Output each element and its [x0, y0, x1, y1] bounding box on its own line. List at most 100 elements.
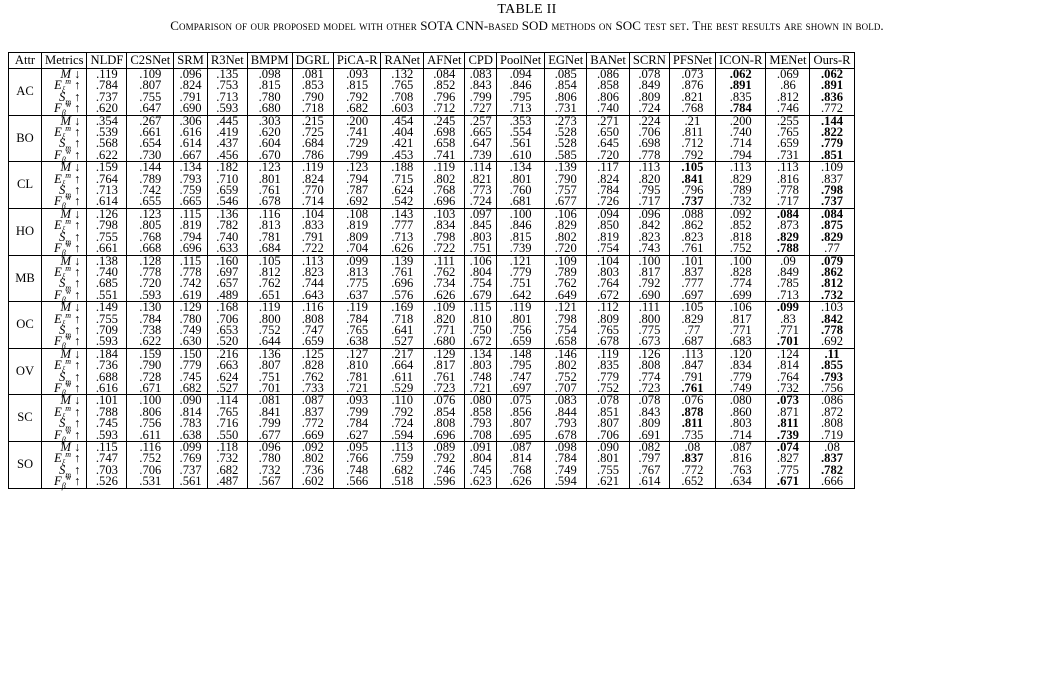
value-cell: .119.800.752.644 [246, 301, 293, 349]
value-cell: .271.650.645.720 [586, 114, 630, 163]
table-value: .812 [776, 89, 799, 104]
attribute-group-row: OC M ↓ Eξm ↑ Sm ↑ Fβw ↑ .149.755.709.593.130.… [8, 301, 855, 350]
table-value: .634 [729, 474, 752, 489]
value-cell: .096.842.823.743 [628, 207, 670, 256]
table-value: .756 [139, 416, 162, 431]
table-value: .200 [346, 113, 369, 128]
table-value: .076 [681, 393, 704, 408]
table-value: .808 [638, 358, 661, 373]
table-value: .827 [776, 451, 799, 466]
table-value: .127 [346, 346, 369, 361]
table-value: .11 [824, 346, 840, 361]
table-value: .712 [681, 136, 704, 151]
value-cell: .083.844.793.678 [544, 393, 588, 442]
table-value: .718 [301, 101, 324, 116]
table-value: .816 [729, 451, 752, 466]
table-value: .873 [776, 218, 799, 233]
table-value: .659 [216, 183, 239, 198]
table-value: .811 [681, 125, 704, 140]
table-value: .699 [729, 287, 752, 302]
table-value: .789 [139, 171, 162, 186]
table-value: .090 [179, 393, 202, 408]
attribute-cell: OV [8, 347, 42, 396]
value-cell: .101.788.745.593 [86, 394, 128, 442]
table-value: .805 [139, 218, 162, 233]
table-value: .708 [469, 427, 492, 442]
metric-label: Fβw ↑ [54, 239, 81, 258]
table-value: .802 [554, 229, 577, 244]
table-value: .737 [821, 194, 844, 209]
value-cell: .168.706.653.520 [206, 301, 248, 349]
table-value: .784 [729, 101, 752, 116]
table-value: .093 [346, 67, 369, 81]
table-value: .856 [509, 404, 532, 419]
table-value: .761 [258, 183, 281, 198]
table-value: .814 [509, 451, 532, 466]
table-value: .109 [139, 67, 162, 81]
value-cell: .129.780.749.630 [173, 301, 208, 349]
table-value: .075 [509, 393, 532, 408]
attribute-cell: SC [8, 394, 42, 442]
table-value: .224 [638, 113, 661, 128]
table-value: .847 [681, 358, 704, 373]
table-value: .806 [139, 404, 162, 419]
metric-label: M ↓ [60, 253, 81, 268]
table-value: .659 [776, 136, 799, 151]
table-value: .076 [433, 393, 456, 408]
value-cell: .114.765.716.550 [206, 393, 248, 442]
table-value: .829 [729, 171, 752, 186]
table-value: .086 [597, 67, 620, 81]
table-value: .762 [554, 276, 577, 291]
table-value: .757 [554, 183, 577, 198]
column-header: PoolNet [495, 52, 546, 69]
table-value: .808 [433, 416, 456, 431]
table-value: .837 [821, 171, 844, 186]
table-value: .761 [681, 241, 704, 256]
column-header: Metrics [40, 52, 88, 69]
value-cell: .119.784.737.620 [86, 67, 128, 116]
value-cell: .084.852.796.712 [423, 67, 466, 116]
table-value: .816 [776, 171, 799, 186]
table-value: .083 [469, 67, 492, 81]
table-value: .21 [684, 113, 701, 128]
table-value: .789 [554, 264, 577, 279]
table-value: .188 [391, 160, 414, 175]
table-value: .731 [554, 101, 577, 116]
value-cell: .084.875.829.77 [809, 207, 855, 256]
table-value: .650 [597, 125, 620, 140]
table-value: .062 [821, 67, 844, 81]
table-value: .096 [258, 440, 281, 454]
table-value: .714 [729, 136, 752, 151]
table-value: .761 [391, 264, 414, 279]
table-value: .722 [433, 241, 456, 256]
table-value: .817 [433, 358, 456, 373]
table-value: .837 [301, 404, 324, 419]
column-header: Ours-R [809, 52, 855, 69]
table-value: .677 [258, 427, 281, 442]
table-value: .638 [346, 334, 369, 349]
attribute-cell: SO [8, 441, 42, 489]
metric-label: Fβw ↑ [54, 193, 81, 211]
table-value: .834 [729, 358, 752, 373]
value-cell: .119.802.768.696 [423, 161, 466, 209]
table-value: .083 [554, 393, 577, 408]
table-value: .752 [597, 380, 620, 395]
table-value: .842 [638, 218, 661, 233]
table-value: .633 [216, 241, 239, 256]
table-value: .114 [216, 393, 239, 408]
value-cell: .454.404.421.453 [380, 114, 425, 163]
value-cell: .353.554.561.610 [495, 114, 546, 163]
table-value: .306 [179, 113, 202, 128]
value-cell: .105.812.762.651 [246, 254, 293, 303]
table-value: .09 [780, 253, 796, 268]
table-value: .616 [179, 125, 202, 140]
table-value: .678 [258, 194, 281, 209]
table-value: .800 [258, 311, 281, 326]
metric-label: Sm ↑ [58, 229, 81, 247]
table-value: .841 [681, 171, 704, 186]
table-value: .749 [729, 380, 752, 395]
value-cell: .11.855.793.756 [809, 346, 855, 396]
table-value: .113 [391, 440, 414, 454]
value-cell: .075.856.807.695 [495, 393, 546, 442]
table-value: .139 [391, 253, 414, 268]
